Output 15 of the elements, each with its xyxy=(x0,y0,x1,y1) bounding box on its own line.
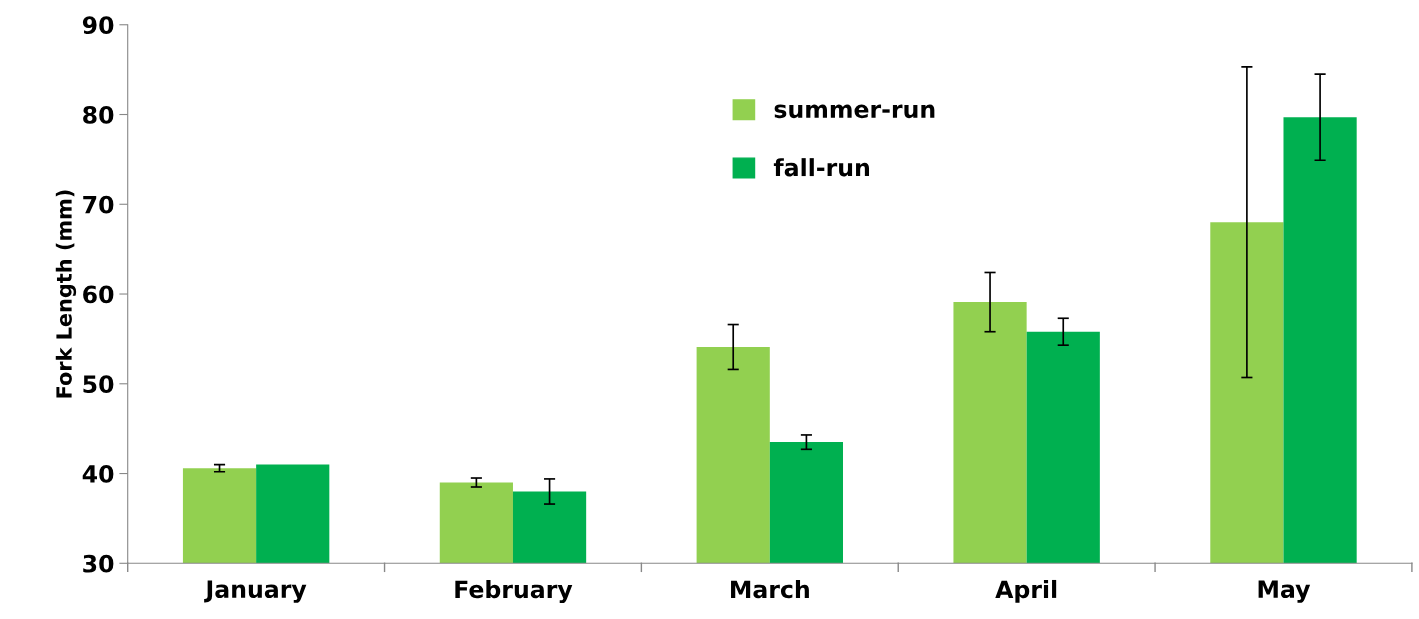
y-tick-label: 40 xyxy=(82,464,114,483)
x-tick-label: May xyxy=(1258,580,1311,603)
y-tick-label: 70 xyxy=(83,195,114,214)
y-tick-label: 30 xyxy=(83,554,114,573)
y-tick-label: 50 xyxy=(83,375,114,394)
x-tick-label: January xyxy=(204,580,307,603)
x-tick-label: April xyxy=(995,579,1057,603)
y-tick-label: 60 xyxy=(83,285,114,304)
x-tick-label: March xyxy=(731,579,809,599)
y-tick-label: 80 xyxy=(83,105,114,124)
legend-label: fall-run xyxy=(773,158,870,177)
x-tick-label: February xyxy=(455,579,573,603)
y-axis-title: Fork Length (mm) xyxy=(55,190,77,398)
legend-label: summer-run xyxy=(774,104,935,119)
y-tick-label: 90 xyxy=(82,16,114,35)
